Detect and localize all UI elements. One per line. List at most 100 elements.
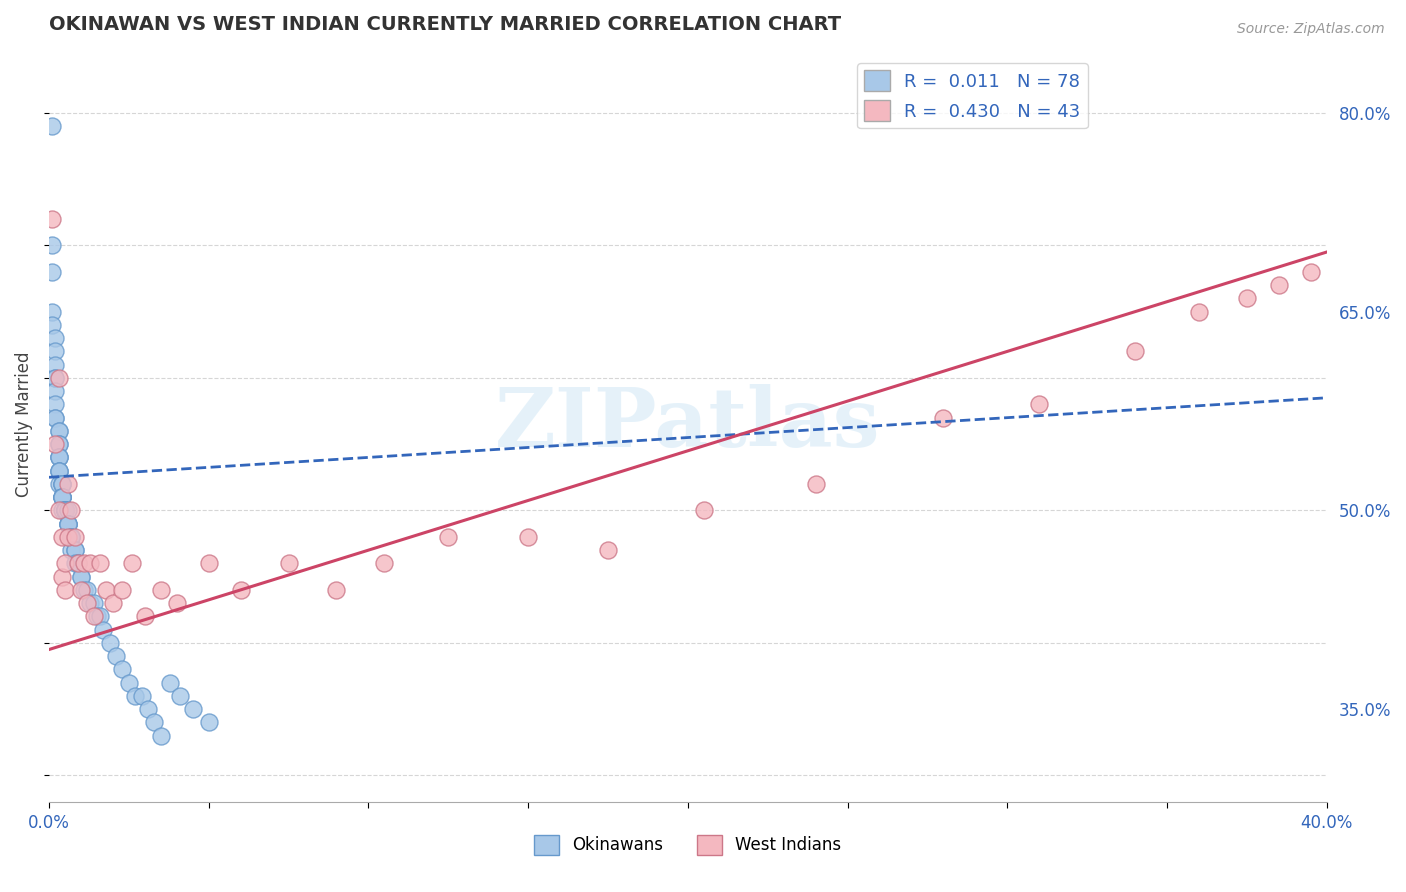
Point [41, 119, 63, 133]
Point [51, 476, 73, 491]
Point [105, 649, 128, 664]
Point [56, 530, 79, 544]
Point [76, 582, 98, 597]
Point [60, 530, 83, 544]
Point [932, 410, 955, 425]
Point [63, 530, 86, 544]
Point [56, 516, 79, 531]
Point [63, 543, 86, 558]
Point [41, 211, 63, 226]
Point [131, 689, 153, 703]
Point [169, 689, 191, 703]
Point [53, 503, 76, 517]
Text: OKINAWAN VS WEST INDIAN CURRENTLY MARRIED CORRELATION CHART: OKINAWAN VS WEST INDIAN CURRENTLY MARRIE… [49, 15, 841, 34]
Point [53, 503, 76, 517]
Point [48, 476, 70, 491]
Point [60, 543, 83, 558]
Point [53, 503, 76, 517]
Point [48, 464, 70, 478]
Point [66, 557, 89, 571]
Point [1028, 397, 1050, 411]
Point [118, 675, 141, 690]
Point [44, 344, 66, 359]
Point [48, 464, 70, 478]
Point [56, 516, 79, 531]
Point [98, 636, 121, 650]
Point [51, 530, 73, 544]
Point [76, 596, 98, 610]
Point [111, 662, 134, 676]
Point [60, 503, 83, 517]
Point [89, 609, 111, 624]
Point [197, 715, 219, 730]
Point [79, 557, 101, 571]
Point [53, 503, 76, 517]
Point [325, 582, 347, 597]
Point [53, 503, 76, 517]
Point [134, 609, 156, 624]
Point [159, 675, 181, 690]
Point [66, 557, 89, 571]
Point [44, 371, 66, 385]
Point [51, 503, 73, 517]
Point [101, 596, 124, 610]
Point [51, 569, 73, 583]
Legend: R =  0.011   N = 78, R =  0.430   N = 43: R = 0.011 N = 78, R = 0.430 N = 43 [858, 63, 1088, 128]
Point [53, 503, 76, 517]
Point [53, 503, 76, 517]
Point [44, 384, 66, 399]
Point [804, 476, 827, 491]
Point [373, 557, 395, 571]
Point [44, 410, 66, 425]
Point [111, 582, 134, 597]
Point [83, 609, 105, 624]
Point [91, 623, 114, 637]
Point [56, 516, 79, 531]
Point [166, 596, 188, 610]
Point [149, 582, 172, 597]
Point [1299, 265, 1322, 279]
Point [51, 490, 73, 504]
Point [41, 238, 63, 252]
Point [60, 530, 83, 544]
Point [143, 715, 166, 730]
Point [48, 424, 70, 438]
Point [229, 582, 252, 597]
Point [51, 490, 73, 504]
Point [44, 331, 66, 345]
Point [53, 503, 76, 517]
Point [1123, 344, 1146, 359]
Point [121, 557, 143, 571]
Point [41, 265, 63, 279]
Y-axis label: Currently Married: Currently Married [15, 351, 32, 497]
Point [63, 557, 86, 571]
Point [51, 490, 73, 504]
Point [44, 437, 66, 451]
Point [63, 543, 86, 558]
Point [73, 582, 96, 597]
Point [79, 596, 101, 610]
Point [41, 318, 63, 332]
Point [96, 582, 118, 597]
Text: ZIPatlas: ZIPatlas [495, 384, 880, 464]
Point [73, 557, 96, 571]
Point [48, 437, 70, 451]
Point [53, 582, 76, 597]
Point [693, 503, 716, 517]
Point [51, 476, 73, 491]
Point [44, 358, 66, 372]
Point [60, 530, 83, 544]
Point [48, 464, 70, 478]
Point [89, 557, 111, 571]
Point [517, 530, 540, 544]
Point [56, 476, 79, 491]
Point [41, 304, 63, 318]
Point [48, 424, 70, 438]
Point [48, 371, 70, 385]
Point [70, 569, 93, 583]
Point [1236, 292, 1258, 306]
Point [44, 371, 66, 385]
Point [197, 557, 219, 571]
Point [48, 503, 70, 517]
Point [51, 490, 73, 504]
